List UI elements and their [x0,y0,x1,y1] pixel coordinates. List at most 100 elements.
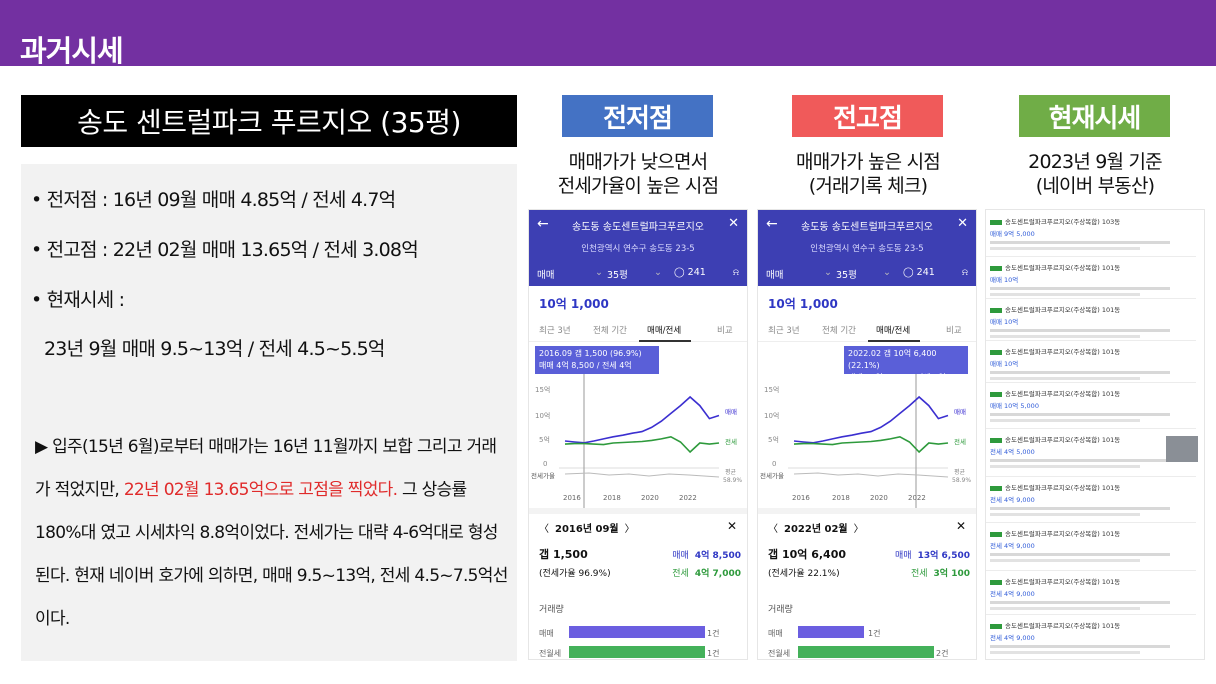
sale-price: 4억 8,500 [694,551,741,561]
volume-sale-bar [569,626,705,638]
tab-recent-3y[interactable]: 최근 3년 [768,326,800,336]
sale-price-row: 매매 4억 8,500 [672,548,741,561]
listing-tag [990,307,1002,313]
listing-price: 전세 4억 9,000 [990,496,1035,504]
trade-type-select[interactable]: 매매 [537,270,555,281]
close-icon[interactable]: ✕ [955,519,966,533]
bell-icon[interactable]: ⍾ [732,267,739,278]
y-tick-label: 0 [772,460,776,468]
list-item[interactable]: 송도센트럴파크푸르지오(주상복합) 101동 매매 10억 [990,262,1200,296]
divider [986,256,1196,257]
tab-compare[interactable]: 비교 [946,326,962,336]
listing-price: 전세 4억 9,000 [990,590,1035,598]
list-item[interactable]: 송도센트럴파크푸르지오(주상복합) 101동 전세 4억 9,000 [990,482,1200,516]
tab-all-period[interactable]: 전체 기간 [822,326,856,336]
sale-series-line [793,395,949,444]
volume-sale-label: 매매 [539,629,554,638]
selected-month: 2022년 02월 [784,524,848,535]
trade-type-select[interactable]: 매매 [766,270,784,281]
caption-line: 전세가율이 높은 시점 [557,175,719,197]
sale-price-row: 매매 13억 6,500 [895,548,970,561]
listing-price: 전세 4억 5,000 [990,448,1035,456]
tooltip-line: 2016.09 갭 1,500 (96.9%) [539,349,642,358]
volume-jeonse-count: 1건 [707,649,720,658]
ratio-line [793,472,949,478]
jeonse-series-line [793,435,949,454]
next-month-icon[interactable]: 〉 [853,524,864,535]
comment-count[interactable]: ◯ 241 [903,267,935,278]
x-tick-label: 2022 [679,494,697,502]
caption-line: 매매가가 낮으면서 [568,151,708,173]
listing-tag [990,349,1002,355]
average-label: 평균 [954,468,966,476]
tab-sale-jeonse[interactable]: 매매/전세 [647,326,682,336]
tab-sale-jeonse[interactable]: 매매/전세 [876,326,911,336]
complex-name: 송도동 송도센트럴파크푸르지오 [801,222,933,233]
list-item[interactable]: 송도센트럴파크푸르지오(주상복합) 101동 전세 4억 9,000 [990,620,1200,654]
summary-panel: • 전저점 : 16년 09월 매매 4.85억 / 전세 4.7억 • 전고점… [21,164,517,661]
phone-screenshot-low: ← 송도동 송도센트럴파크푸르지오 ✕ 인천광역시 연수구 송도동 23-5 매… [528,209,748,660]
list-item[interactable]: 송도센트럴파크푸르지오(주상복합) 101동 매매 10억 [990,346,1200,380]
list-item[interactable]: 송도센트럴파크푸르지오(주상복합) 101동 전세 4억 9,000 [990,528,1200,562]
close-icon[interactable]: ✕ [726,519,737,533]
current-price-header: 현재시세 [1019,95,1170,137]
jeonse-price-row: 전세 3억 100 [911,566,970,579]
prev-month-icon[interactable]: 〈 [768,524,778,535]
bell-icon[interactable]: ⍾ [961,267,968,278]
divider [986,614,1196,615]
volume-jeonse-bar [569,646,705,658]
tab-compare[interactable]: 비교 [717,326,733,336]
listing-detail-line [990,247,1140,250]
sale-tag: 매매 [672,551,689,561]
chevron-down-icon: ⌄ [654,267,662,278]
listing-name: 송도센트럴파크푸르지오(주상복합) 101동 [990,434,1200,444]
tab-recent-3y[interactable]: 최근 3년 [539,326,571,336]
chart-tooltip: 2016.09 갭 1,500 (96.9%) 매매 4억 8,500 / 전세… [535,346,659,382]
listing-detail-line [990,459,1170,462]
next-month-icon[interactable]: 〉 [624,524,635,535]
top-banner: 과거시세 [0,0,1216,68]
jeonse-series-label: 전세 [725,437,737,446]
listing-name-text: 송도센트럴파크푸르지오(주상복합) 101동 [1005,306,1121,314]
complex-name: 송도동 송도센트럴파크푸르지오 [572,222,704,233]
listing-tag [990,437,1002,443]
analysis-highlight: 22년 02월 13.65억으로 고점을 찍었다. [123,480,398,500]
listing-detail-line [990,335,1140,338]
prev-month-icon[interactable]: 〈 [539,524,549,535]
listing-name: 송도센트럴파크푸르지오(주상복합) 101동 [990,304,1200,314]
complex-title: 송도 센트럴파크 푸르지오 (35평) [21,95,517,147]
high-point-header: 전고점 [792,95,943,137]
listing-photo[interactable] [1166,436,1198,462]
listing-price: 매매 9억 5,000 [990,230,1035,238]
y-tick-label: 15억 [764,386,779,394]
section-divider [758,508,976,514]
ratio-row-label: 전세가율 [760,471,784,480]
chevron-down-icon: ⌄ [824,267,832,278]
size-select[interactable]: 35평 [836,270,857,281]
current-price: 10억 1,000 [539,297,609,311]
close-icon[interactable]: ✕ [957,216,968,231]
back-arrow-icon[interactable]: ← [537,216,549,232]
app-header: ← 송도동 송도센트럴파크푸르지오 ✕ 인천광역시 연수구 송도동 23-5 매… [529,210,747,286]
back-arrow-icon[interactable]: ← [766,216,778,232]
listing-name: 송도센트럴파크푸르지오(주상복합) 101동 [990,576,1200,586]
caption-line: (거래기록 체크) [808,175,928,197]
listing-name: 송도센트럴파크푸르지오(주상복합) 101동 [990,620,1200,630]
listing-detail-line [990,607,1140,610]
close-icon[interactable]: ✕ [728,216,739,231]
list-item[interactable]: 송도센트럴파크푸르지오(주상복합) 101동 매매 10억 [990,304,1200,338]
low-point-line: • 전저점 : 16년 09월 매매 4.85억 / 전세 4.7억 [31,189,396,211]
comment-count[interactable]: ◯ 241 [674,267,706,278]
list-item[interactable]: 송도센트럴파크푸르지오(주상복합) 101동 매매 10억 5,000 [990,388,1200,422]
tab-all-period[interactable]: 전체 기간 [593,326,627,336]
listing-name-text: 송도센트럴파크푸르지오(주상복합) 103동 [1005,218,1121,226]
volume-sale-count: 1건 [707,629,720,638]
volume-title: 거래량 [539,605,564,615]
month-navigator: 〈 2016년 09월 〉 [539,520,635,535]
size-select[interactable]: 35평 [607,270,628,281]
current-price-label: • 현재시세 : [31,289,125,311]
divider [986,522,1196,523]
